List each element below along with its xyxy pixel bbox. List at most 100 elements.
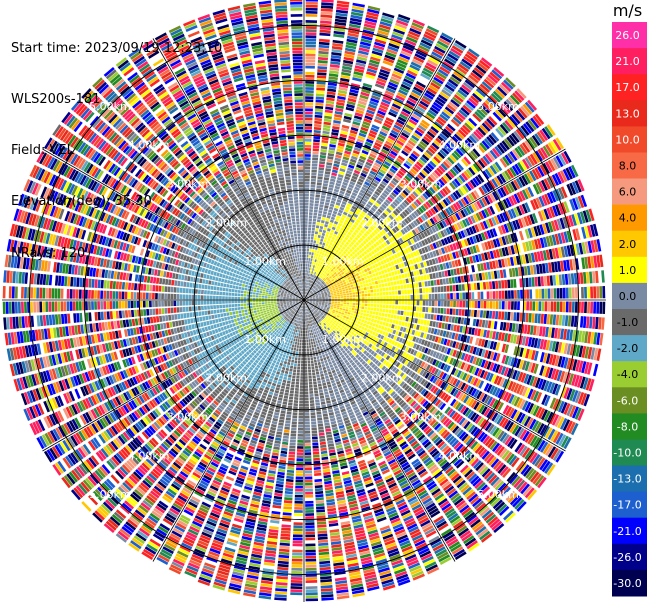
velocity-cell	[333, 163, 340, 168]
velocity-cell	[502, 121, 512, 132]
velocity-cell	[574, 180, 582, 193]
velocity-cell	[330, 200, 336, 205]
velocity-cell	[495, 238, 501, 247]
velocity-cell	[330, 290, 333, 293]
velocity-cell	[387, 170, 395, 177]
velocity-cell	[367, 278, 372, 283]
velocity-cell	[329, 144, 336, 148]
velocity-cell	[425, 201, 432, 208]
velocity-cell	[398, 295, 402, 300]
velocity-cell	[359, 213, 365, 219]
velocity-cell	[473, 282, 478, 291]
velocity-cell	[418, 282, 422, 288]
velocity-cell	[457, 89, 468, 98]
velocity-cell	[378, 197, 384, 203]
velocity-cell	[413, 210, 420, 217]
velocity-cell	[420, 319, 424, 325]
velocity-cell	[543, 208, 550, 220]
velocity-cell	[409, 64, 421, 72]
velocity-cell	[319, 271, 322, 275]
velocity-cell	[304, 126, 313, 130]
velocity-cell	[392, 265, 397, 271]
velocity-cell	[374, 202, 380, 208]
velocity-cell	[366, 158, 374, 164]
velocity-cell	[420, 214, 426, 222]
velocity-cell	[311, 160, 318, 164]
velocity-cell	[584, 301, 588, 314]
velocity-cell	[424, 190, 431, 198]
velocity-cell	[504, 279, 508, 289]
velocity-cell	[369, 198, 375, 204]
velocity-cell	[389, 266, 394, 272]
velocity-cell	[446, 253, 451, 261]
velocity-cell	[384, 119, 393, 126]
velocity-cell	[393, 241, 399, 247]
velocity-cell	[354, 112, 364, 118]
velocity-cell	[346, 304, 350, 307]
velocity-cell	[452, 252, 457, 259]
velocity-cell	[310, 291, 313, 294]
velocity-cell	[492, 310, 496, 319]
velocity-cell	[486, 118, 496, 128]
velocity-cell	[457, 250, 463, 258]
velocity-cell	[366, 267, 371, 272]
velocity-cell	[412, 251, 418, 257]
velocity-cell	[481, 185, 488, 194]
velocity-cell	[584, 286, 588, 299]
velocity-cell	[476, 310, 481, 318]
velocity-cell	[480, 157, 488, 167]
velocity-cell	[304, 144, 312, 148]
velocity-cell	[393, 280, 397, 286]
velocity-cell	[322, 127, 331, 132]
velocity-cell	[472, 255, 477, 263]
velocity-cell	[537, 165, 545, 177]
velocity-cell	[495, 290, 499, 299]
velocity-cell	[370, 127, 379, 133]
velocity-cell	[342, 211, 348, 216]
velocity-cell	[435, 153, 443, 162]
velocity-cell	[384, 175, 391, 182]
velocity-cell	[326, 97, 335, 102]
velocity-cell	[364, 206, 370, 211]
velocity-cell	[310, 273, 313, 277]
velocity-cell	[428, 307, 432, 313]
velocity-cell	[314, 283, 318, 286]
velocity-cell	[426, 252, 431, 259]
velocity-cell	[486, 291, 490, 299]
velocity-cell	[483, 208, 490, 218]
velocity-cell	[321, 139, 329, 144]
velocity-cell	[559, 301, 563, 313]
velocity-cell	[339, 292, 343, 295]
velocity-cell	[329, 219, 334, 224]
velocity-cell	[429, 217, 436, 225]
velocity-cell	[404, 295, 408, 300]
velocity-cell	[427, 199, 434, 207]
velocity-cell	[305, 74, 315, 78]
velocity-cell	[314, 249, 318, 253]
velocity-cell	[489, 165, 498, 175]
velocity-cell	[421, 268, 426, 274]
velocity-cell	[373, 89, 383, 95]
velocity-cell	[350, 178, 357, 183]
velocity-cell	[347, 97, 357, 103]
velocity-cell	[379, 214, 386, 220]
velocity-cell	[381, 98, 391, 105]
velocity-cell	[460, 209, 467, 218]
velocity-cell	[353, 213, 359, 218]
velocity-cell	[324, 257, 328, 261]
velocity-cell	[359, 315, 363, 319]
velocity-cell	[338, 263, 342, 268]
velocity-cell	[349, 132, 357, 138]
velocity-cell	[320, 275, 323, 279]
velocity-cell	[341, 287, 345, 290]
velocity-cell	[378, 256, 383, 261]
velocity-cell	[407, 300, 411, 305]
velocity-cell	[333, 293, 337, 296]
velocity-cell	[414, 318, 418, 324]
velocity-cell	[444, 106, 455, 115]
velocity-cell	[403, 218, 410, 225]
velocity-cell	[445, 227, 451, 235]
velocity-cell	[554, 233, 560, 245]
velocity-cell	[361, 149, 369, 155]
velocity-cell	[492, 111, 502, 122]
